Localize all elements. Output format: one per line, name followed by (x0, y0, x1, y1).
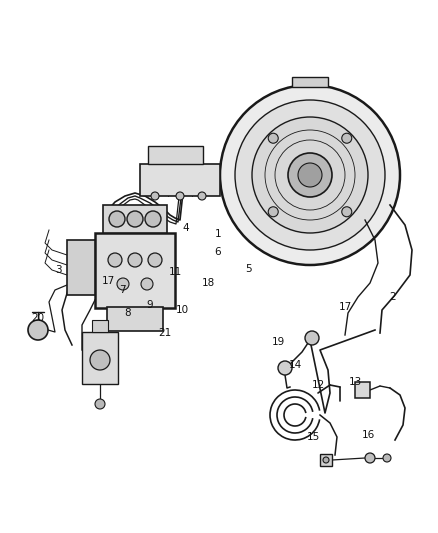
Text: 11: 11 (168, 267, 182, 277)
Text: 4: 4 (183, 223, 189, 233)
Text: 7: 7 (119, 285, 125, 295)
Circle shape (278, 361, 292, 375)
Text: 16: 16 (361, 430, 374, 440)
Bar (355, 382, 370, 398)
Text: 15: 15 (306, 432, 320, 442)
Circle shape (90, 350, 110, 370)
Circle shape (117, 278, 129, 290)
Circle shape (127, 211, 143, 227)
Circle shape (365, 453, 375, 463)
Bar (95, 233, 175, 308)
Bar (92, 320, 108, 332)
Text: 1: 1 (215, 229, 221, 239)
Circle shape (323, 457, 329, 463)
Bar (103, 205, 167, 233)
Text: 17: 17 (101, 276, 115, 286)
Text: 18: 18 (201, 278, 215, 288)
Circle shape (288, 153, 332, 197)
Bar (67, 240, 95, 295)
Text: 19: 19 (272, 337, 285, 347)
Circle shape (342, 133, 352, 143)
Bar (107, 307, 163, 331)
Circle shape (305, 331, 319, 345)
Circle shape (268, 207, 278, 217)
Text: 5: 5 (245, 264, 251, 274)
Text: 21: 21 (159, 328, 172, 338)
Bar (140, 164, 220, 196)
Text: 14: 14 (288, 360, 302, 370)
Text: 20: 20 (32, 313, 45, 323)
Circle shape (141, 278, 153, 290)
Circle shape (220, 85, 400, 265)
Circle shape (198, 192, 206, 200)
Bar (320, 454, 332, 466)
Circle shape (145, 211, 161, 227)
Circle shape (28, 320, 48, 340)
Text: 3: 3 (55, 265, 61, 275)
Circle shape (128, 253, 142, 267)
Circle shape (151, 192, 159, 200)
Circle shape (298, 163, 322, 187)
Circle shape (383, 454, 391, 462)
Text: 8: 8 (125, 308, 131, 318)
Text: 9: 9 (147, 300, 153, 310)
Circle shape (176, 192, 184, 200)
Text: 6: 6 (215, 247, 221, 257)
Circle shape (108, 253, 122, 267)
Bar (292, 77, 328, 87)
Text: 2: 2 (390, 292, 396, 302)
Text: 13: 13 (348, 377, 362, 387)
Bar (82, 332, 118, 384)
Circle shape (148, 253, 162, 267)
Circle shape (95, 399, 105, 409)
Text: 12: 12 (311, 380, 325, 390)
Circle shape (342, 207, 352, 217)
Circle shape (109, 211, 125, 227)
Text: 17: 17 (339, 302, 352, 312)
Circle shape (235, 100, 385, 250)
Circle shape (268, 133, 278, 143)
Text: 10: 10 (176, 305, 189, 315)
Circle shape (252, 117, 368, 233)
Bar (148, 146, 203, 164)
